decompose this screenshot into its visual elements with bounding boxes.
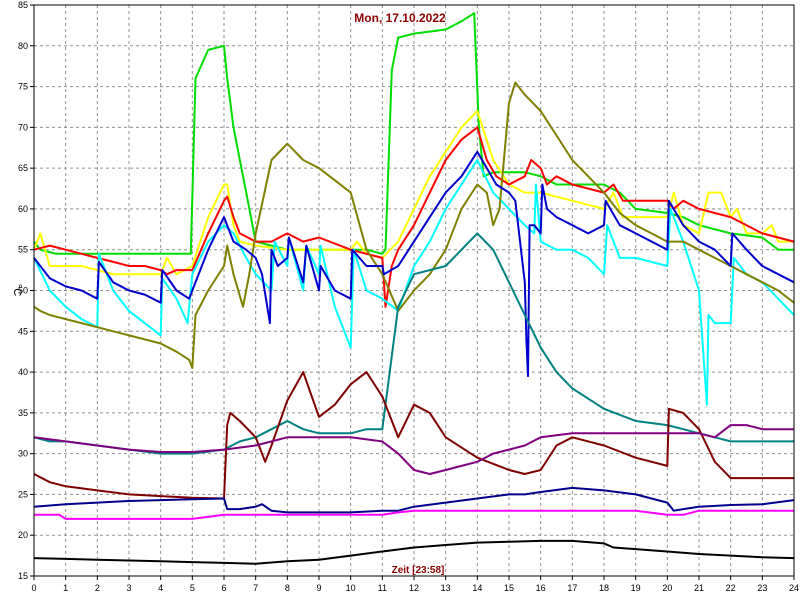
x-tick-label: 6 xyxy=(221,583,226,593)
x-tick-label: 12 xyxy=(409,583,419,593)
series-line xyxy=(33,150,795,378)
x-tick-label: 11 xyxy=(378,583,387,593)
y-tick-label: 50 xyxy=(18,286,28,296)
y-tick-label: 25 xyxy=(18,489,28,499)
x-tick-label: 10 xyxy=(346,583,356,593)
y-axis-label: °C xyxy=(11,284,23,296)
x-tick-label: 7 xyxy=(253,583,258,593)
x-tick-label: 3 xyxy=(126,583,131,593)
x-tick-label: 9 xyxy=(316,583,321,593)
y-tick-label: 30 xyxy=(18,449,28,459)
x-tick-label: 21 xyxy=(694,583,704,593)
series-line xyxy=(33,110,794,276)
x-tick-label: 8 xyxy=(285,583,290,593)
y-tick-label: 70 xyxy=(18,122,28,132)
series-line xyxy=(33,12,794,255)
x-tick-label: 22 xyxy=(726,583,736,593)
series-group xyxy=(33,12,795,565)
y-axis-ticks: 15 20 25 30 35 40 45 50 55 60 65 70 75 80 85 xyxy=(18,0,34,581)
series-line xyxy=(33,539,795,565)
series-line xyxy=(33,232,794,455)
series-line xyxy=(33,159,795,406)
x-tick-label: 24 xyxy=(789,583,799,593)
x-tick-label: 2 xyxy=(95,583,100,593)
y-tick-label: 40 xyxy=(18,367,28,377)
x-tick-label: 17 xyxy=(567,583,577,593)
x-tick-label: 4 xyxy=(158,583,163,593)
x-tick-label: 18 xyxy=(599,583,609,593)
y-tick-label: 75 xyxy=(18,82,28,92)
y-tick-label: 55 xyxy=(18,245,28,255)
x-tick-label: 1 xyxy=(63,583,68,593)
x-tick-label: 23 xyxy=(757,583,767,593)
x-tick-label: 14 xyxy=(472,583,482,593)
y-tick-label: 15 xyxy=(18,571,28,581)
y-tick-label: 80 xyxy=(18,41,28,51)
series-line xyxy=(34,509,794,520)
x-axis-label: Zeit [23:58] xyxy=(392,565,445,576)
y-tick-label: 20 xyxy=(18,530,28,540)
x-tick-label: 15 xyxy=(504,583,514,593)
x-tick-label: 19 xyxy=(631,583,641,593)
y-tick-label: 60 xyxy=(18,204,28,214)
x-tick-label: 0 xyxy=(31,583,36,593)
y-tick-label: 65 xyxy=(18,163,28,173)
x-tick-label: 5 xyxy=(190,583,195,593)
x-axis-ticks: 0 1 2 3 4 5 6 7 8 9 10 11 12 13 14 15 16 17 18 19 20 21 22 23 24 xyxy=(31,576,799,593)
series-line xyxy=(33,486,795,514)
y-tick-label: 45 xyxy=(18,326,28,336)
x-tick-label: 13 xyxy=(441,583,451,593)
y-tick-label: 85 xyxy=(18,0,28,10)
x-tick-label: 20 xyxy=(662,583,672,593)
chart-title: Mon, 17.10.2022 xyxy=(354,11,446,25)
series-line xyxy=(33,424,794,475)
x-tick-label: 16 xyxy=(536,583,546,593)
y-tick-label: 35 xyxy=(18,408,28,418)
